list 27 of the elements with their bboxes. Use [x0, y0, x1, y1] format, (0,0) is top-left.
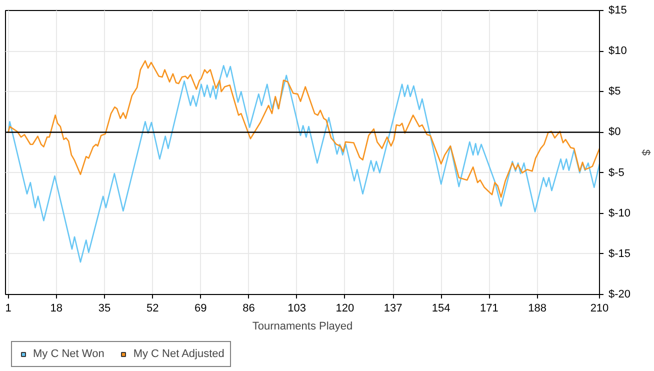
y-tick-label: $15 [608, 4, 627, 16]
x-tick-label: 171 [480, 302, 498, 314]
x-tick-label: 188 [528, 302, 546, 314]
y-tick-label: $-15 [608, 248, 631, 260]
x-tick-label: 1 [5, 302, 12, 314]
y-tick-label: $10 [608, 45, 627, 58]
y-tick-label: $-5 [608, 166, 624, 179]
x-tick-label: 86 [242, 302, 255, 314]
x-tick-label: 137 [384, 302, 402, 314]
y-tick-label: $0 [608, 126, 621, 138]
line-series [8, 65, 600, 263]
legend-label: My C Net Adjusted [133, 348, 224, 360]
x-tick-label: 154 [432, 302, 450, 314]
x-tick-label: 18 [50, 302, 63, 314]
x-tick-label: 103 [288, 302, 306, 314]
x-tick-label: 52 [146, 302, 159, 314]
x-tick-label: 35 [98, 302, 111, 314]
y-tick-label: $5 [608, 86, 621, 98]
x-tick-label: 210 [590, 302, 609, 314]
line-series [8, 60, 600, 198]
legend-label: My C Net Won [33, 348, 104, 360]
x-tick-label: 69 [194, 302, 207, 314]
y-tick-label: $-10 [608, 207, 631, 220]
x-tick-label: 120 [336, 302, 354, 314]
y-tick-label: $-20 [608, 288, 631, 300]
x-axis-title: Tournaments Played [252, 320, 353, 332]
y-axis-title: $ [640, 149, 652, 156]
